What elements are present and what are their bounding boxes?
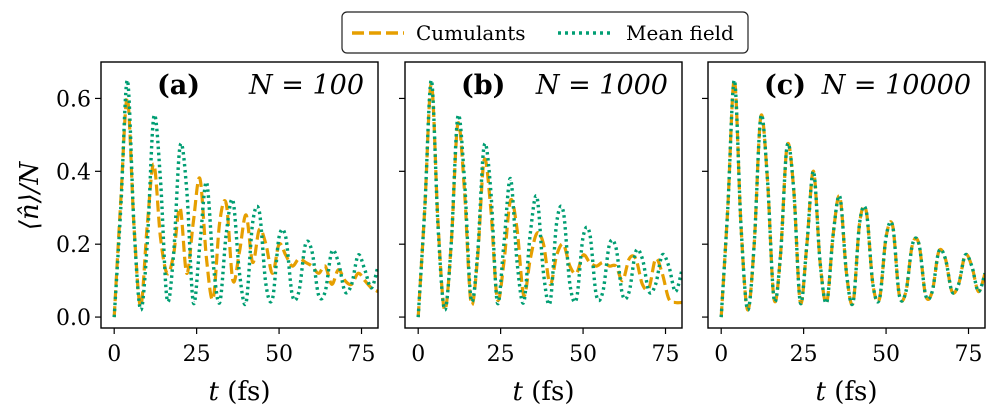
panel-letter: (c)	[764, 70, 806, 101]
x-tick-label: 0	[107, 342, 121, 367]
x-tick-label: 50	[265, 342, 293, 367]
legend-label-cumulants: Cumulants	[416, 21, 526, 45]
x-tick-label: 50	[872, 342, 900, 367]
series-line-mean-field	[719, 78, 985, 318]
y-tick-label: 0.2	[56, 233, 91, 258]
y-tick-label: 0.0	[56, 306, 91, 331]
y-axis-label: ⟨n̂⟩/N	[15, 160, 45, 230]
panel-n-value: N = 100	[248, 70, 364, 101]
x-tick-label: 50	[569, 342, 597, 367]
y-tick-label: 0.4	[56, 160, 91, 185]
x-tick-label: 25	[487, 342, 515, 367]
y-tick-label: 0.6	[56, 87, 91, 112]
panel-n-value: N = 1000	[535, 70, 668, 101]
series-line-cumulants	[719, 78, 985, 318]
panel-n-value: N = 10000	[821, 70, 971, 101]
x-axis-label: t (fs)	[513, 377, 575, 407]
x-axis-label: t (fs)	[209, 377, 271, 407]
legend-frame	[341, 11, 749, 54]
series-line-cumulants	[416, 82, 682, 318]
x-tick-label: 75	[348, 342, 376, 367]
series-line-cumulants	[112, 96, 378, 318]
panel-b: 0 25 50 75 t (fs) (b) N = 1000	[399, 61, 683, 407]
legend: Cumulants Mean field	[341, 11, 749, 54]
panel-letter: (b)	[461, 70, 505, 101]
panel-a: 0 25 50 75 0.0 0.2 0.4 0.6 t (fs) (a) N = 100	[56, 61, 379, 407]
x-axis-label: t (fs)	[816, 377, 878, 407]
x-tick-label: 75	[652, 342, 680, 367]
x-tick-label: 0	[714, 342, 728, 367]
x-tick-label: 75	[955, 342, 983, 367]
plot-frame	[100, 61, 379, 329]
series-line-mean-field	[416, 78, 682, 318]
plot-frame	[707, 61, 986, 329]
plot-frame	[404, 61, 683, 329]
series-line-mean-field	[112, 78, 378, 318]
x-tick-label: 0	[411, 342, 425, 367]
x-tick-label: 25	[183, 342, 211, 367]
panel-c: 0 25 50 75 t (fs) (c) N = 10000	[702, 61, 986, 407]
legend-label-mean-field: Mean field	[626, 21, 734, 45]
x-tick-label: 25	[790, 342, 818, 367]
panel-letter: (a)	[157, 70, 200, 101]
